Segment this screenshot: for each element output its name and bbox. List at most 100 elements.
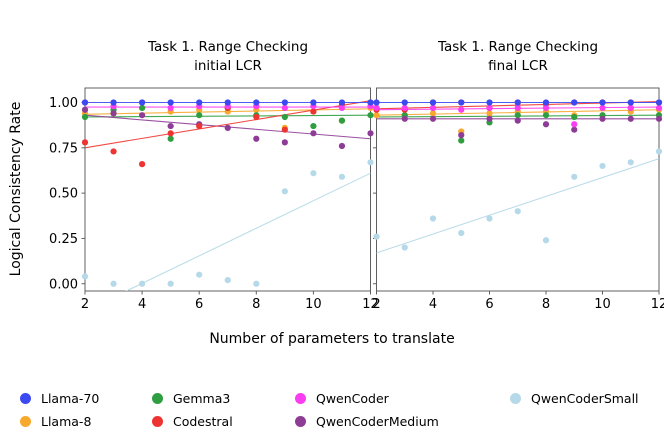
scatter-point — [310, 130, 317, 137]
trend-line-qwencodersmall — [125, 172, 371, 291]
panel-title-initial-lcr: Task 1. Range Checking initial LCR — [85, 38, 371, 76]
scatter-point — [401, 104, 408, 112]
scatter-point — [224, 99, 231, 106]
trend-line-codestral — [85, 100, 371, 149]
scatter-point — [429, 110, 437, 117]
scatter-point — [81, 106, 89, 113]
scatter-point — [110, 280, 117, 287]
scatter-point — [571, 173, 578, 180]
scatter-point — [627, 115, 634, 122]
x-tick-label: 12 — [362, 297, 379, 312]
panel-title-final-lcr: Task 1. Range Checking final LCR — [376, 38, 660, 76]
scatter-point — [599, 115, 606, 122]
scatter-point — [81, 113, 89, 121]
scatter-point — [167, 135, 174, 142]
scatter-point — [139, 99, 146, 106]
scatter-point — [486, 215, 493, 222]
scatter-point — [627, 159, 634, 166]
scatter-point — [486, 110, 493, 117]
scatter-point — [401, 244, 408, 251]
scatter-point — [338, 117, 346, 124]
scatter-point — [196, 99, 203, 106]
scatter-point — [81, 99, 89, 106]
scatter-point — [367, 112, 374, 119]
scatter-point — [139, 104, 146, 112]
scatter-point — [224, 124, 231, 131]
x-tick-label: 2 — [81, 297, 89, 312]
scatter-point — [310, 99, 317, 106]
scatter-point — [542, 121, 550, 128]
scatter-point — [110, 148, 117, 155]
panel-title-line1: Task 1. Range Checking — [147, 39, 309, 55]
x-tick-label: 6 — [485, 297, 493, 312]
y-tick-label: 1.00 — [49, 96, 78, 111]
scatter-point — [167, 104, 174, 112]
y-tick-label: 0.75 — [49, 141, 78, 156]
trend-lines — [376, 101, 659, 254]
scatter-point — [627, 99, 634, 106]
scatter-point — [458, 99, 465, 106]
scatter-point — [281, 139, 288, 146]
scatter-point — [139, 112, 146, 119]
panel-title-line2: initial LCR — [194, 58, 262, 74]
scatter-point — [310, 170, 317, 177]
scatter-point — [514, 208, 521, 215]
scatter-point — [514, 99, 521, 106]
scatter-point — [429, 215, 437, 222]
x-tick-label: 8 — [252, 297, 260, 312]
x-tick-label: 4 — [138, 297, 146, 312]
scatter-point — [81, 273, 89, 280]
scatter-point — [281, 104, 288, 112]
scatter-point — [542, 237, 550, 244]
scatter-point — [281, 113, 288, 121]
scatter-point — [655, 148, 663, 155]
series-qwencodersmall — [81, 159, 374, 287]
scatter-point — [401, 115, 408, 122]
y-tick-label: 0.00 — [49, 277, 78, 292]
scatter-point — [571, 126, 578, 133]
scatter-point — [281, 99, 288, 106]
scatter-point — [367, 130, 374, 137]
x-tick-label: 2 — [372, 297, 380, 312]
scatter-point — [458, 137, 465, 144]
x-tick-label: 10 — [305, 297, 322, 312]
scatter-point — [110, 110, 117, 117]
scatter-point — [196, 112, 203, 119]
scatter-point — [401, 99, 408, 106]
scatter-point — [599, 104, 606, 112]
scatter-point — [253, 280, 260, 287]
axes-box — [376, 87, 660, 292]
scatter-point — [429, 115, 437, 122]
scatter-point — [373, 99, 380, 106]
series-llama-70 — [81, 99, 374, 106]
scatter-point — [310, 108, 317, 115]
scatter-point — [338, 173, 346, 180]
scatter-point — [139, 280, 146, 287]
scatter-point — [627, 104, 634, 112]
scatter-point — [167, 122, 174, 130]
scatter-point — [167, 99, 174, 106]
scatter-point — [514, 117, 521, 124]
x-tick-label: 12 — [651, 297, 664, 312]
series-qwencodersmall — [373, 148, 663, 251]
scatter-point — [458, 229, 465, 237]
y-tick-label: 0.50 — [49, 187, 78, 202]
scatter-point — [599, 162, 606, 170]
axes-box — [84, 87, 371, 292]
scatter-point — [486, 99, 493, 106]
scatter-point — [571, 121, 578, 128]
scatter-point — [281, 188, 288, 195]
panel-title-line2: final LCR — [488, 58, 548, 74]
x-tick-label: 6 — [195, 297, 203, 312]
scatter-point — [571, 99, 578, 106]
panel-title-line1: Task 1. Range Checking — [437, 39, 599, 55]
scatter-point — [373, 112, 380, 119]
scatter-point — [514, 112, 521, 119]
scatter-point — [514, 104, 521, 112]
scatter-point — [167, 130, 174, 137]
scatter-point — [196, 271, 203, 278]
scatter-point — [542, 99, 550, 106]
scatter-point — [253, 135, 260, 142]
